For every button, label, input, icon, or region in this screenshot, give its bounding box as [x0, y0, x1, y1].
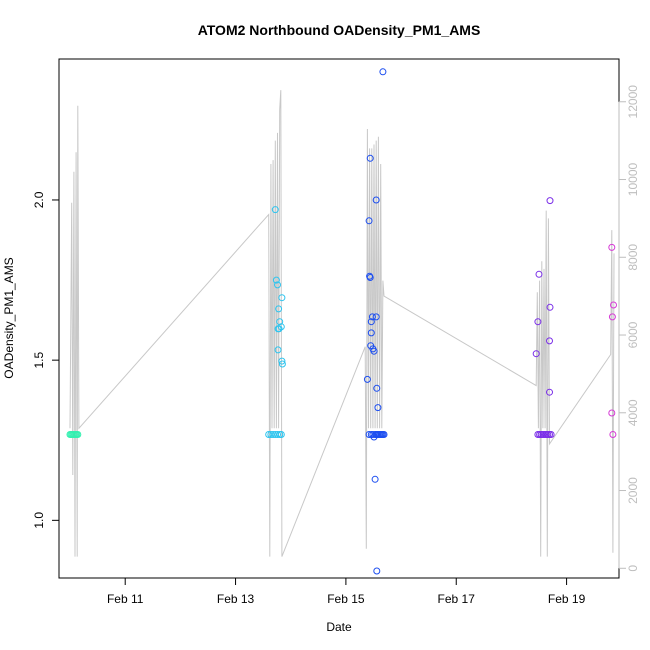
data-point-25	[278, 357, 286, 365]
data-point-57	[380, 431, 388, 438]
data-point-16	[272, 276, 280, 284]
data-point-36	[367, 329, 375, 337]
x-tick-label-3: Feb 17	[438, 592, 476, 606]
data-point-64	[546, 388, 553, 396]
data-point-63	[546, 337, 553, 345]
x-tick-label-4: Feb 19	[548, 592, 586, 606]
y2-tick-label-2: 4000	[626, 399, 640, 426]
data-point-42	[374, 404, 382, 412]
y-tick-label-0: 1.0	[32, 512, 46, 529]
data-point-58	[535, 270, 543, 278]
data-point-40	[363, 375, 371, 383]
data-point-41	[373, 384, 381, 392]
series-line	[69, 90, 615, 557]
data-point-27	[379, 68, 387, 76]
data-point-77	[608, 409, 616, 417]
y2-tick-label-0: 0	[626, 565, 640, 572]
data-point-26	[278, 360, 286, 368]
data-point-14	[277, 431, 285, 438]
x-axis: Feb 11 Feb 13 Feb 15 Feb 17 Feb 19	[107, 577, 586, 606]
x-tick-label-2: Feb 15	[327, 592, 365, 606]
data-point-24	[274, 346, 282, 354]
data-point-7	[74, 431, 82, 438]
plot-frame	[58, 58, 620, 579]
y-axis-left: 1.0 1.5 2.0	[32, 191, 60, 529]
data-point-8	[265, 431, 273, 438]
y-axis-label: OADensity_PM1_AMS	[2, 257, 16, 378]
data-point-28	[366, 154, 374, 162]
x-axis-label: Date	[326, 620, 352, 634]
data-point-32	[366, 274, 374, 281]
data-point-73	[547, 431, 555, 438]
y-tick-label-1: 1.5	[32, 351, 46, 368]
data-point-15	[271, 206, 279, 214]
y2-tick-label-4: 8000	[626, 244, 640, 271]
data-point-76	[608, 313, 616, 321]
data-point-9	[267, 431, 275, 438]
data-point-19	[278, 294, 286, 302]
scatter-points	[66, 68, 617, 575]
chart-title: ATOM2 Northbound OADensity_PM1_AMS	[198, 22, 481, 38]
data-point-78	[609, 431, 617, 438]
data-point-74	[608, 243, 616, 251]
data-point-23	[277, 323, 285, 331]
data-point-61	[546, 197, 554, 205]
data-point-12	[274, 431, 281, 438]
data-point-43	[371, 475, 379, 483]
data-point-35	[367, 318, 375, 326]
data-point-18	[275, 305, 283, 313]
data-point-33	[368, 313, 376, 321]
data-point-22	[275, 325, 283, 333]
data-point-17	[274, 281, 281, 289]
data-point-34	[372, 313, 380, 321]
data-point-75	[610, 301, 617, 309]
data-point-39	[370, 347, 378, 355]
data-point-10	[269, 431, 277, 438]
y2-tick-label-5: 10000	[626, 163, 640, 197]
secondary-line-series	[69, 90, 615, 557]
y-tick-label-2: 2.0	[32, 191, 46, 208]
data-point-29	[372, 196, 380, 204]
x-tick-label-0: Feb 11	[107, 592, 144, 606]
y-axis-right: 0 2000 4000 6000 8000 10000 12000	[618, 85, 640, 572]
y2-tick-label-1: 2000	[626, 477, 640, 504]
data-point-44	[373, 567, 381, 575]
y2-tick-label-3: 6000	[626, 321, 640, 348]
data-point-62	[546, 303, 554, 311]
y2-tick-label-6: 12000	[626, 85, 640, 119]
data-point-60	[532, 350, 540, 358]
data-point-30	[365, 217, 373, 225]
x-tick-label-1: Feb 13	[217, 592, 255, 606]
data-point-59	[534, 318, 542, 326]
